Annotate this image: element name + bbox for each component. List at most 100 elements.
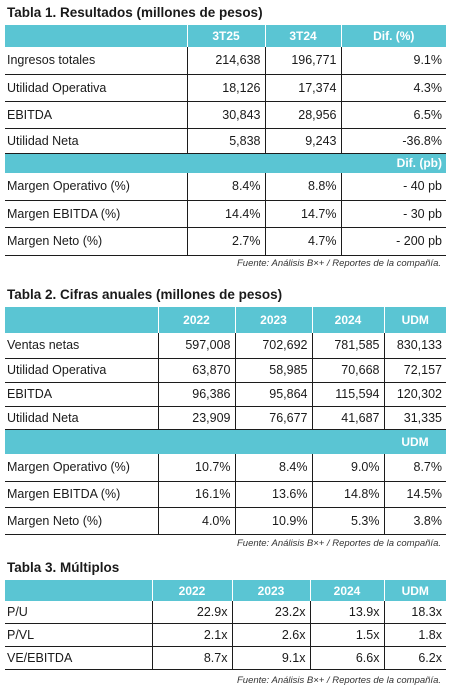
- table3-header-row: 2022 2023 2024 UDM: [5, 580, 446, 601]
- cell: 63,870: [157, 358, 235, 383]
- table1-source: Fuente: Análisis B×+ / Reportes de la co…: [236, 258, 441, 269]
- subheader-blank: [265, 153, 341, 173]
- table3-header-blank: [5, 580, 152, 601]
- cell: 18.3x: [383, 601, 446, 624]
- cell: -36.8%: [340, 128, 446, 154]
- cell: 30,843: [186, 101, 265, 129]
- subheader-blank: [187, 153, 265, 173]
- table-row: Utilidad Neta 23,909 76,677 41,687 31,33…: [5, 406, 446, 430]
- cell: - 30 pb: [340, 200, 446, 228]
- table-row: Utilidad Neta 5,838 9,243 -36.8%: [5, 128, 446, 154]
- cell: 17,374: [264, 74, 341, 102]
- cell: 28,956: [264, 101, 341, 129]
- table3-header-col: UDM: [383, 580, 446, 601]
- table-row: P/U 22.9x 23.2x 13.9x 18.3x: [5, 601, 446, 624]
- table3-header-col: 2023: [231, 580, 310, 601]
- cell: 196,771: [264, 47, 341, 75]
- cell: 14.5%: [383, 481, 446, 508]
- row-label: Utilidad Neta: [5, 406, 158, 430]
- cell: 9,243: [264, 128, 341, 154]
- table-row: P/VL 2.1x 2.6x 1.5x 1.8x: [5, 623, 446, 647]
- subheader-blank: [158, 429, 235, 454]
- table-row: Utilidad Operativa 18,126 17,374 4.3%: [5, 74, 446, 102]
- row-label: EBITDA: [5, 101, 187, 129]
- row-label: Margen EBITDA (%): [5, 200, 187, 228]
- table2-title: Tabla 2. Cifras anuales (millones de pes…: [7, 287, 283, 302]
- cell: 2.6x: [231, 623, 310, 647]
- cell: 5.3%: [311, 507, 384, 535]
- cell: 8.4%: [186, 173, 265, 201]
- cell: 115,594: [311, 382, 384, 407]
- table1: 3T25 3T24 Dif. (%) Ingresos totales 214,…: [5, 25, 446, 256]
- cell: 9.1%: [340, 47, 446, 75]
- table-row: Margen Neto (%) 4.0% 10.9% 5.3% 3.8%: [5, 507, 446, 535]
- table-row: Margen EBITDA (%) 14.4% 14.7% - 30 pb: [5, 200, 446, 228]
- table-row: Ventas netas 597,008 702,692 781,585 830…: [5, 333, 446, 359]
- table3-source: Fuente: Análisis B×+ / Reportes de la co…: [236, 675, 441, 686]
- table2-header-col: 2022: [157, 307, 235, 333]
- table-row: Margen Neto (%) 2.7% 4.7% - 200 pb: [5, 227, 446, 256]
- row-label: Utilidad Neta: [5, 128, 187, 154]
- row-label: P/U: [5, 601, 152, 624]
- cell: 10.9%: [234, 507, 312, 535]
- cell: 10.7%: [157, 454, 235, 482]
- table1-header-col: Dif. (%): [340, 25, 446, 47]
- cell: 95,864: [234, 382, 312, 407]
- cell: 14.7%: [264, 200, 341, 228]
- table-row: VE/EBITDA 8.7x 9.1x 6.6x 6.2x: [5, 646, 446, 670]
- cell: 6.6x: [309, 646, 384, 670]
- table-row: EBITDA 96,386 95,864 115,594 120,302: [5, 382, 446, 407]
- table1-title: Tabla 1. Resultados (millones de pesos): [7, 5, 263, 20]
- cell: 58,985: [234, 358, 312, 383]
- table2-header-blank: [5, 307, 158, 333]
- row-label: VE/EBITDA: [5, 646, 152, 670]
- table1-subheader-row: Dif. (pb): [5, 153, 446, 173]
- table1-header-col: 3T24: [264, 25, 341, 47]
- table-row: Ingresos totales 214,638 196,771 9.1%: [5, 47, 446, 75]
- cell: - 200 pb: [340, 227, 446, 256]
- cell: 781,585: [311, 333, 384, 359]
- table3: 2022 2023 2024 UDM P/U 22.9x 23.2x 13.9x…: [5, 580, 446, 670]
- row-label: Margen Operativo (%): [5, 454, 158, 482]
- table-row: Utilidad Operativa 63,870 58,985 70,668 …: [5, 358, 446, 383]
- table-row: Margen Operativo (%) 8.4% 8.8% - 40 pb: [5, 173, 446, 201]
- cell: 13.9x: [309, 601, 384, 624]
- cell: 597,008: [157, 333, 235, 359]
- subheader-blank: [5, 429, 158, 454]
- cell: 4.3%: [340, 74, 446, 102]
- table1-header-blank: [5, 25, 187, 47]
- cell: 3.8%: [383, 507, 446, 535]
- cell: 4.7%: [264, 227, 341, 256]
- cell: 6.2x: [383, 646, 446, 670]
- cell: 830,133: [383, 333, 446, 359]
- cell: 14.8%: [311, 481, 384, 508]
- cell: 23,909: [157, 406, 235, 430]
- table3-title: Tabla 3. Múltiplos: [7, 560, 120, 575]
- row-label: Margen Operativo (%): [5, 173, 187, 201]
- table1-header-col: 3T25: [186, 25, 265, 47]
- cell: 16.1%: [157, 481, 235, 508]
- cell: 76,677: [234, 406, 312, 430]
- row-label: Margen Neto (%): [5, 507, 158, 535]
- cell: 5,838: [186, 128, 265, 154]
- table2: 2022 2023 2024 UDM Ventas netas 597,008 …: [5, 307, 446, 535]
- row-label: EBITDA: [5, 382, 158, 407]
- cell: 2.7%: [186, 227, 265, 256]
- row-label: Ingresos totales: [5, 47, 187, 75]
- row-label: Utilidad Operativa: [5, 74, 187, 102]
- cell: 8.8%: [264, 173, 341, 201]
- cell: 70,668: [311, 358, 384, 383]
- table2-header-col: 2024: [311, 307, 384, 333]
- table-row: Margen EBITDA (%) 16.1% 13.6% 14.8% 14.5…: [5, 481, 446, 508]
- cell: 2.1x: [151, 623, 232, 647]
- cell: 1.5x: [309, 623, 384, 647]
- row-label: Utilidad Operativa: [5, 358, 158, 383]
- table1-subheader: Dif. (pb): [341, 153, 446, 173]
- table-row: Margen Operativo (%) 10.7% 8.4% 9.0% 8.7…: [5, 454, 446, 482]
- cell: 96,386: [157, 382, 235, 407]
- cell: 8.4%: [234, 454, 312, 482]
- table-row: EBITDA 30,843 28,956 6.5%: [5, 101, 446, 129]
- table3-header-col: 2024: [309, 580, 384, 601]
- cell: 214,638: [186, 47, 265, 75]
- subheader-blank: [312, 429, 384, 454]
